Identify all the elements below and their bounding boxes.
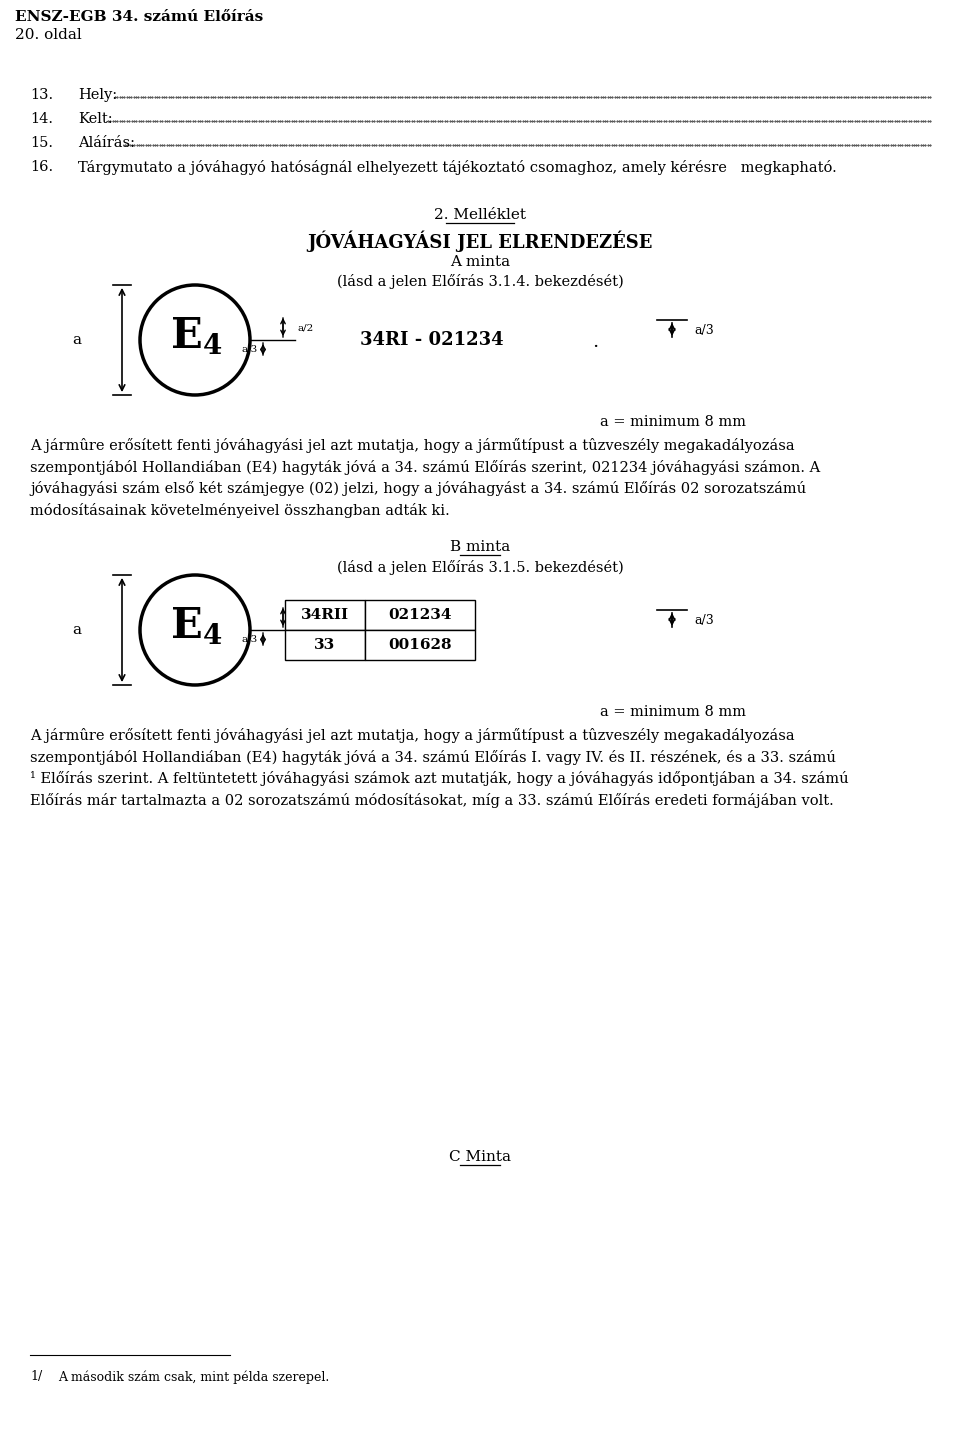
Text: a/2: a/2	[297, 323, 313, 332]
Text: a: a	[73, 333, 82, 347]
Text: 16.: 16.	[30, 160, 53, 174]
Text: .: .	[592, 333, 598, 352]
Text: a/3: a/3	[694, 613, 713, 626]
Text: a/3: a/3	[242, 634, 258, 643]
Text: 13.: 13.	[30, 89, 53, 101]
Text: Tárgymutato a jóváhagyó hatóságnál elhelyezett tájékoztató csomaghoz, amely kéré: Tárgymutato a jóváhagyó hatóságnál elhel…	[78, 160, 837, 174]
Text: 4: 4	[204, 623, 223, 650]
Bar	[285, 600, 365, 630]
Text: B minta: B minta	[450, 540, 510, 554]
Text: a/3: a/3	[694, 323, 713, 336]
Text: A jármûre erősített fenti jóváhagyási jel azt mutatja, hogy a járműtípust a tûzv: A jármûre erősített fenti jóváhagyási je…	[30, 439, 820, 517]
Text: ENSZ-EGB 34. számú Előírás: ENSZ-EGB 34. számú Előírás	[15, 10, 263, 24]
Text: (lásd a jelen Előírás 3.1.4. bekezdését): (lásd a jelen Előírás 3.1.4. bekezdését)	[337, 274, 623, 289]
Text: 33: 33	[314, 637, 336, 652]
Text: 15.: 15.	[30, 136, 53, 150]
Text: a/3: a/3	[242, 344, 258, 353]
Text: 021234: 021234	[388, 607, 452, 622]
Bar	[285, 630, 365, 660]
Text: (lásd a jelen Előírás 3.1.5. bekezdését): (lásd a jelen Előírás 3.1.5. bekezdését)	[337, 560, 623, 574]
Text: E: E	[171, 314, 203, 357]
Text: 1/: 1/	[30, 1370, 42, 1383]
Text: a = minimum 8 mm: a = minimum 8 mm	[600, 704, 746, 719]
Text: 2. Melléklet: 2. Melléklet	[434, 209, 526, 221]
Text: a/2: a/2	[297, 613, 313, 622]
Text: A jármûre erősített fenti jóváhagyási jel azt mutatja, hogy a járműtípust a tûzv: A jármûre erősített fenti jóváhagyási je…	[30, 727, 849, 807]
Text: 34RII: 34RII	[300, 607, 349, 622]
Text: C Minta: C Minta	[449, 1150, 511, 1165]
Text: Kelt:: Kelt:	[78, 111, 112, 126]
Text: Hely:: Hely:	[78, 89, 117, 101]
Text: a = minimum 8 mm: a = minimum 8 mm	[600, 414, 746, 429]
Text: JÓVÁHAGYÁSI JEL ELRENDEZÉSE: JÓVÁHAGYÁSI JEL ELRENDEZÉSE	[307, 230, 653, 252]
Text: A minta: A minta	[450, 254, 510, 269]
Text: Aláírás:: Aláírás:	[78, 136, 135, 150]
Text: 34RI - 021234: 34RI - 021234	[360, 332, 504, 349]
Text: 20. oldal: 20. oldal	[15, 29, 82, 41]
Text: a: a	[73, 623, 82, 637]
Text: E: E	[171, 604, 203, 647]
Text: 14.: 14.	[30, 111, 53, 126]
Text: A második szám csak, mint példa szerepel.: A második szám csak, mint példa szerepel…	[58, 1370, 329, 1383]
Bar	[365, 600, 475, 630]
Text: 001628: 001628	[388, 637, 452, 652]
Text: 4: 4	[204, 333, 223, 360]
Bar	[365, 630, 475, 660]
